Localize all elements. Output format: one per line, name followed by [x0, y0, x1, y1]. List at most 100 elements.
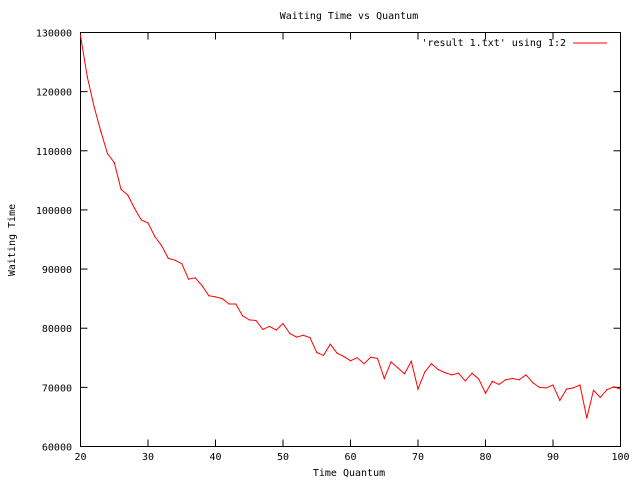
data-point	[147, 222, 149, 224]
data-point	[444, 372, 446, 374]
data-point	[275, 329, 277, 331]
data-point	[586, 417, 588, 419]
data-point	[579, 384, 581, 386]
data-point	[430, 363, 433, 365]
x-tick-label: 80	[479, 452, 491, 463]
data-point	[248, 319, 250, 321]
data-point	[484, 392, 487, 394]
data-point	[208, 295, 210, 297]
x-tick-label: 50	[277, 452, 289, 463]
data-point	[424, 371, 426, 373]
data-point	[154, 235, 156, 238]
chart-title: Waiting Time vs Quantum	[280, 11, 418, 22]
data-point	[457, 372, 460, 374]
data-point	[93, 105, 95, 107]
data-point	[106, 153, 109, 155]
data-point	[120, 188, 122, 190]
data-point	[289, 332, 291, 335]
data-point	[471, 372, 473, 374]
data-point	[160, 244, 163, 246]
data-point	[491, 380, 493, 382]
data-point	[343, 356, 345, 358]
data-point	[140, 219, 142, 221]
data-point	[336, 352, 338, 354]
plot-frame	[80, 32, 621, 447]
data-point	[181, 263, 183, 265]
x-tick-label: 90	[547, 452, 559, 463]
data-point	[363, 363, 365, 365]
y-tick-label: 130000	[36, 29, 72, 40]
data-point	[376, 357, 379, 359]
data-point	[329, 343, 331, 345]
data-point	[525, 374, 527, 376]
data-point	[228, 303, 230, 305]
y-axis-label: Waiting Time	[7, 204, 18, 276]
data-point	[370, 356, 372, 358]
data-point	[241, 315, 244, 317]
data-points	[79, 34, 622, 419]
data-point	[451, 374, 453, 376]
data-point	[221, 298, 223, 300]
data-point	[309, 337, 311, 339]
y-tick-label: 80000	[42, 324, 72, 335]
data-point	[559, 399, 561, 401]
data-point	[214, 296, 217, 298]
data-point	[127, 194, 129, 196]
data-point	[86, 76, 88, 78]
data-point	[572, 387, 574, 389]
data-point	[592, 389, 595, 391]
x-tick-label: 100	[611, 452, 629, 463]
data-point	[606, 389, 608, 391]
data-point	[295, 336, 298, 338]
data-point	[511, 377, 514, 380]
x-tick-label: 70	[412, 452, 424, 463]
data-point	[532, 382, 534, 384]
data-point	[505, 379, 507, 381]
data-point	[167, 257, 169, 259]
data-point	[383, 377, 385, 380]
data-point	[538, 386, 541, 388]
data-point	[100, 130, 102, 132]
data-point	[464, 380, 466, 382]
legend-label: 'result 1.txt' using 1:2	[422, 38, 567, 49]
data-point	[552, 384, 554, 386]
data-point	[498, 383, 500, 385]
data-point	[349, 360, 352, 362]
data-point	[187, 278, 190, 280]
data-point	[262, 328, 264, 330]
data-point	[255, 319, 257, 322]
data-point	[403, 373, 406, 375]
data-point	[437, 369, 439, 371]
x-tick-label: 40	[209, 452, 221, 463]
data-point	[235, 303, 237, 305]
x-axis: 20 30 40 50 60 70 80 90 100	[74, 32, 630, 463]
data-point	[194, 277, 196, 279]
x-tick-label: 20	[74, 452, 86, 463]
data-point	[201, 285, 203, 287]
data-point	[518, 379, 520, 381]
x-axis-label: Time Quantum	[313, 468, 385, 479]
data-point	[545, 387, 547, 389]
x-tick-label: 30	[142, 452, 154, 463]
data-point	[174, 259, 176, 261]
data-point	[113, 162, 115, 164]
y-axis: 60000 70000 80000 90000 100000 110000 120000 13…	[36, 29, 621, 454]
data-point	[316, 351, 318, 354]
data-point	[619, 388, 622, 390]
data-point	[133, 207, 136, 209]
data-point	[397, 367, 399, 369]
data-point	[282, 322, 284, 325]
y-tick-label: 100000	[36, 206, 72, 217]
data-point	[322, 354, 325, 356]
y-tick-label: 110000	[36, 147, 72, 158]
data-point	[356, 357, 358, 359]
data-point	[417, 388, 419, 390]
data-point	[410, 360, 412, 362]
data-point	[268, 325, 271, 327]
x-tick-label: 60	[344, 452, 356, 463]
data-point	[478, 378, 480, 380]
y-tick-label: 120000	[36, 88, 72, 99]
data-point	[302, 334, 304, 336]
data-point	[613, 386, 615, 388]
